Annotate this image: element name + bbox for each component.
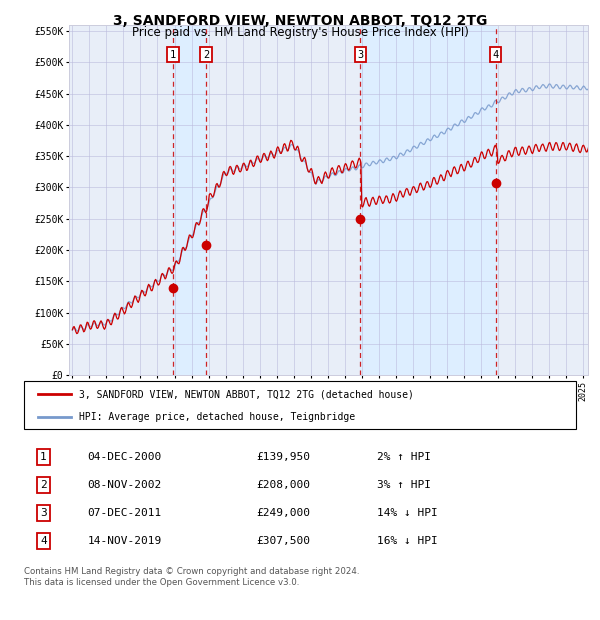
Text: HPI: Average price, detached house, Teignbridge: HPI: Average price, detached house, Teig…	[79, 412, 355, 422]
Text: £307,500: £307,500	[256, 536, 310, 546]
Text: 1: 1	[40, 452, 47, 462]
Text: £249,000: £249,000	[256, 508, 310, 518]
Text: £208,000: £208,000	[256, 480, 310, 490]
Text: 2% ↑ HPI: 2% ↑ HPI	[377, 452, 431, 462]
FancyBboxPatch shape	[24, 381, 576, 429]
Text: 4: 4	[40, 536, 47, 546]
Text: 3, SANDFORD VIEW, NEWTON ABBOT, TQ12 2TG (detached house): 3, SANDFORD VIEW, NEWTON ABBOT, TQ12 2TG…	[79, 389, 414, 399]
Text: 04-DEC-2000: 04-DEC-2000	[88, 452, 162, 462]
Bar	[361, 25, 496, 375]
Text: £139,950: £139,950	[256, 452, 310, 462]
Text: 2: 2	[203, 50, 209, 60]
Text: 14% ↓ HPI: 14% ↓ HPI	[377, 508, 438, 518]
Text: 14-NOV-2019: 14-NOV-2019	[88, 536, 162, 546]
Bar	[173, 25, 206, 375]
Text: 4: 4	[493, 50, 499, 60]
Text: 2: 2	[40, 480, 47, 490]
Text: 07-DEC-2011: 07-DEC-2011	[88, 508, 162, 518]
Text: 3, SANDFORD VIEW, NEWTON ABBOT, TQ12 2TG: 3, SANDFORD VIEW, NEWTON ABBOT, TQ12 2TG	[113, 14, 487, 28]
Text: 3: 3	[40, 508, 47, 518]
Text: 3% ↑ HPI: 3% ↑ HPI	[377, 480, 431, 490]
Text: 08-NOV-2002: 08-NOV-2002	[88, 480, 162, 490]
Text: 1: 1	[170, 50, 176, 60]
Text: Price paid vs. HM Land Registry's House Price Index (HPI): Price paid vs. HM Land Registry's House …	[131, 26, 469, 39]
Text: Contains HM Land Registry data © Crown copyright and database right 2024.
This d: Contains HM Land Registry data © Crown c…	[24, 567, 359, 587]
Text: 3: 3	[357, 50, 364, 60]
Text: 16% ↓ HPI: 16% ↓ HPI	[377, 536, 438, 546]
